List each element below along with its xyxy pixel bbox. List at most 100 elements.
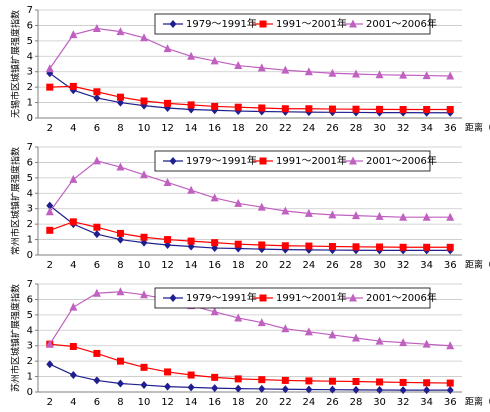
x-tick-label: 12 [161,397,174,408]
data-point [281,65,290,74]
data-point [399,386,407,395]
data-point [116,27,125,36]
y-tick-label: 7 [27,142,33,153]
data-point [116,379,124,388]
data-point [376,378,384,386]
data-point [304,327,313,336]
x-tick-label: 24 [303,123,316,134]
data-point [92,24,101,33]
y-tick-label: 6 [27,294,33,305]
data-point [305,377,313,385]
data-point [69,371,77,380]
x-tick-label: 10 [138,397,151,408]
data-point [140,290,148,299]
x-tick-label: 6 [94,123,100,134]
data-point [352,69,360,78]
data-point [163,44,172,53]
y-tick-label: 1 [27,372,33,383]
x-tick-label: 4 [70,260,76,271]
y-tick-label: 3 [27,341,33,352]
y-tick-label: 4 [27,325,33,336]
x-tick-label: 12 [161,260,174,271]
x-tick-label: 4 [70,397,76,408]
data-point [281,324,290,333]
data-point [234,375,242,383]
legend-marker [349,156,357,165]
data-point [187,383,195,392]
data-point [328,68,337,77]
x-tick-label: 22 [279,123,292,134]
data-point [92,288,101,297]
legend-marker [259,20,267,28]
data-point [352,378,360,386]
y-tick-label: 0 [27,250,33,261]
data-point [234,61,243,70]
data-point [116,229,124,237]
data-point [46,360,54,369]
x-tick-label: 14 [185,260,198,271]
data-point [45,64,54,73]
data-point [305,242,313,250]
x-tick-label: 18 [232,123,245,134]
y-tick-label: 4 [27,51,33,62]
data-point [257,318,266,327]
data-point [423,243,431,251]
data-point [210,193,219,202]
data-point [446,71,455,80]
data-point [46,201,54,210]
data-point [281,105,289,113]
data-point [423,379,431,387]
legend-marker [349,293,357,302]
data-point [399,243,407,251]
x-tick-label: 6 [94,260,100,271]
series-line [49,205,451,251]
y-axis-label: 常州市区城镇扩展强度指数 [10,147,22,255]
data-point [375,70,384,79]
y-tick-label: 7 [27,5,33,16]
series-line [49,72,451,114]
data-point [163,177,172,186]
data-point [352,105,360,113]
x-tick-label: 18 [232,260,245,271]
data-point [69,30,78,39]
data-point [234,198,243,207]
x-tick-label: 34 [420,260,433,271]
series-line [49,27,451,77]
data-point [164,368,172,376]
legend-label: 2001～2006年 [366,154,437,167]
data-point [328,243,336,251]
data-point [399,338,408,347]
data-point [446,386,454,395]
data-point [376,385,384,394]
data-point [376,243,384,251]
data-point [376,105,384,113]
x-tick-label: 16 [208,260,221,271]
data-point [446,379,454,387]
series-line [49,363,451,391]
data-point [69,174,78,183]
data-point [187,185,196,194]
data-point [211,373,219,381]
legend-marker [169,157,177,165]
x-tick-label: 16 [208,123,221,134]
data-point [399,212,408,221]
legend-label: 2001～2006年 [366,291,437,304]
data-point [69,218,77,226]
x-tick-label: 32 [397,123,410,134]
x-tick-label: 20 [255,397,268,408]
x-tick-label: 34 [420,397,433,408]
data-point [140,97,148,105]
x-tick-label: 18 [232,397,245,408]
series-line [49,160,451,218]
data-point [140,363,148,371]
series-line [49,221,451,248]
data-point [93,349,101,357]
x-tick-label: 26 [326,123,339,134]
data-point [45,339,54,348]
legend-marker [169,294,177,302]
data-point [211,102,219,110]
data-point [328,385,336,394]
data-point [140,170,148,179]
y-tick-label: 1 [27,235,33,246]
